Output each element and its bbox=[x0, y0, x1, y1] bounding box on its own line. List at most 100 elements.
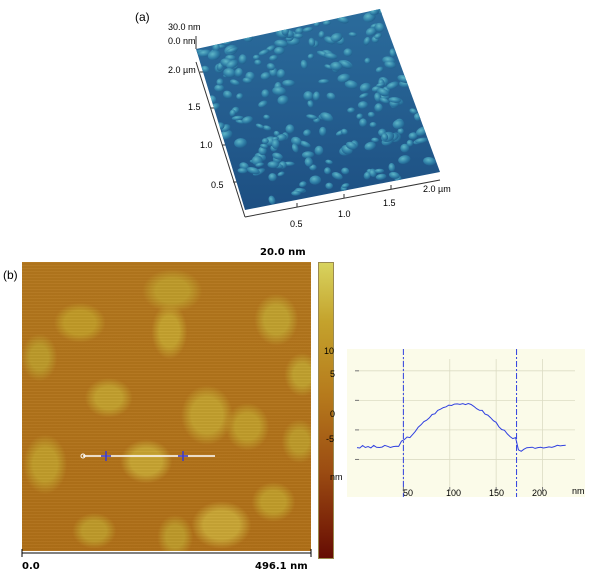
profile-trace bbox=[356, 402, 566, 452]
surface-bump bbox=[272, 152, 283, 160]
section-marker-right[interactable] bbox=[178, 451, 188, 461]
panel-a-label: (a) bbox=[135, 10, 150, 24]
surface-bump bbox=[236, 93, 244, 100]
surface-bump bbox=[386, 81, 399, 90]
profile-y-tick: 10 bbox=[324, 346, 335, 356]
surface-bump bbox=[306, 114, 318, 120]
surface-bump bbox=[260, 143, 268, 149]
surface-bump bbox=[314, 145, 324, 156]
surface-bump bbox=[348, 32, 357, 37]
surface-bump bbox=[374, 22, 385, 33]
profile-ticks bbox=[355, 370, 544, 491]
surface-bump bbox=[381, 132, 389, 141]
height-color-scale bbox=[318, 262, 334, 559]
surface-bump bbox=[375, 66, 384, 73]
surface-bump bbox=[258, 49, 270, 56]
surface-bump bbox=[318, 31, 325, 39]
y-axis-tick-label: 0.5 bbox=[211, 180, 224, 190]
profile-y-unit: nm bbox=[330, 472, 343, 482]
surface-bump bbox=[260, 72, 271, 80]
surface-bump bbox=[357, 101, 368, 109]
surface-bump bbox=[277, 171, 285, 177]
profile-cursors bbox=[402, 349, 518, 497]
surface-bump bbox=[369, 121, 377, 128]
surface-bump bbox=[388, 97, 402, 103]
surface-bump bbox=[312, 91, 320, 101]
surface-bump bbox=[277, 95, 289, 105]
surface-bump bbox=[282, 79, 295, 87]
height-profile-svg bbox=[355, 349, 575, 497]
profile-y-tick: 0 bbox=[330, 409, 336, 419]
surface-bump bbox=[309, 175, 322, 185]
surface-bump bbox=[258, 100, 268, 108]
surface-bump bbox=[341, 183, 350, 189]
surface-bump bbox=[359, 92, 369, 99]
y-axis-tick-label: 1.0 bbox=[200, 140, 213, 150]
surface-bump bbox=[347, 107, 355, 113]
surface-bump bbox=[276, 133, 287, 142]
surface-bump bbox=[269, 54, 278, 61]
surface-bump bbox=[345, 141, 357, 150]
panel-b-label: (b) bbox=[3, 268, 18, 282]
y-axis-tick-label: 1.5 bbox=[188, 102, 201, 112]
surface-bump bbox=[268, 173, 277, 182]
surface-bump bbox=[271, 139, 280, 149]
surface-bump bbox=[359, 118, 367, 127]
surface-bump bbox=[200, 65, 210, 73]
surface-bump bbox=[325, 159, 333, 165]
surface-bump bbox=[299, 181, 307, 188]
height-profile-plot bbox=[347, 349, 585, 497]
scan-x-start-label: 0.0 bbox=[22, 561, 40, 572]
surface-bump bbox=[291, 143, 299, 153]
surface-bump bbox=[299, 140, 311, 148]
surface-bump bbox=[304, 157, 313, 167]
surface-bump bbox=[359, 82, 372, 92]
surface-bump bbox=[367, 111, 375, 118]
surface-bump bbox=[274, 39, 288, 48]
surface-bump bbox=[252, 54, 260, 60]
z-axis-max-label: 30.0 nm bbox=[168, 22, 201, 32]
surface-bump bbox=[261, 89, 270, 98]
surface-bump bbox=[268, 195, 276, 205]
surface-bump bbox=[301, 151, 315, 159]
profile-y-tick: 5 bbox=[330, 369, 336, 379]
surface-bump bbox=[295, 27, 304, 34]
surface-bump bbox=[379, 97, 390, 104]
surface-bump bbox=[337, 73, 351, 83]
surface-bump bbox=[398, 155, 411, 165]
section-line-start-handle[interactable] bbox=[80, 453, 86, 459]
section-marker-left[interactable] bbox=[101, 451, 111, 461]
surface-bump bbox=[307, 99, 314, 108]
surface-bump bbox=[406, 139, 414, 147]
surface-bump bbox=[409, 108, 418, 115]
surface-bump bbox=[220, 129, 233, 140]
surface-bump bbox=[364, 57, 371, 64]
panel-b: (b) 20.0 nm 0.0 496.1 nm bbox=[0, 240, 600, 581]
surface-bump bbox=[374, 103, 383, 113]
x-axis-tick-label: 2.0 µm bbox=[423, 184, 451, 194]
surface-bump bbox=[303, 91, 314, 101]
surface-bump bbox=[222, 90, 233, 99]
x-axis-ticks bbox=[296, 185, 392, 207]
surface-bump bbox=[330, 61, 343, 71]
section-line-overlay bbox=[80, 451, 215, 461]
surface-bump bbox=[242, 116, 253, 124]
surface-bump bbox=[374, 168, 385, 174]
surface-bump bbox=[267, 161, 279, 169]
surface-bump bbox=[229, 109, 236, 117]
surface-bump bbox=[320, 112, 333, 122]
surface-bump bbox=[325, 182, 333, 190]
scan-line-texture bbox=[22, 262, 311, 551]
surface-bump bbox=[397, 128, 404, 135]
surface-bump bbox=[255, 162, 265, 167]
surface-bump bbox=[207, 50, 221, 61]
surface-bump bbox=[266, 63, 276, 71]
surface-bump bbox=[214, 84, 225, 92]
profile-x-tick: 200 bbox=[532, 488, 548, 498]
afm-surface-bumps bbox=[196, 9, 436, 205]
scan-x-end-label: 496.1 nm bbox=[255, 561, 308, 572]
surface-bump bbox=[384, 60, 396, 69]
panel-a: (a) bbox=[0, 0, 600, 240]
surface-bump bbox=[374, 32, 383, 39]
surface-bump bbox=[414, 137, 429, 144]
